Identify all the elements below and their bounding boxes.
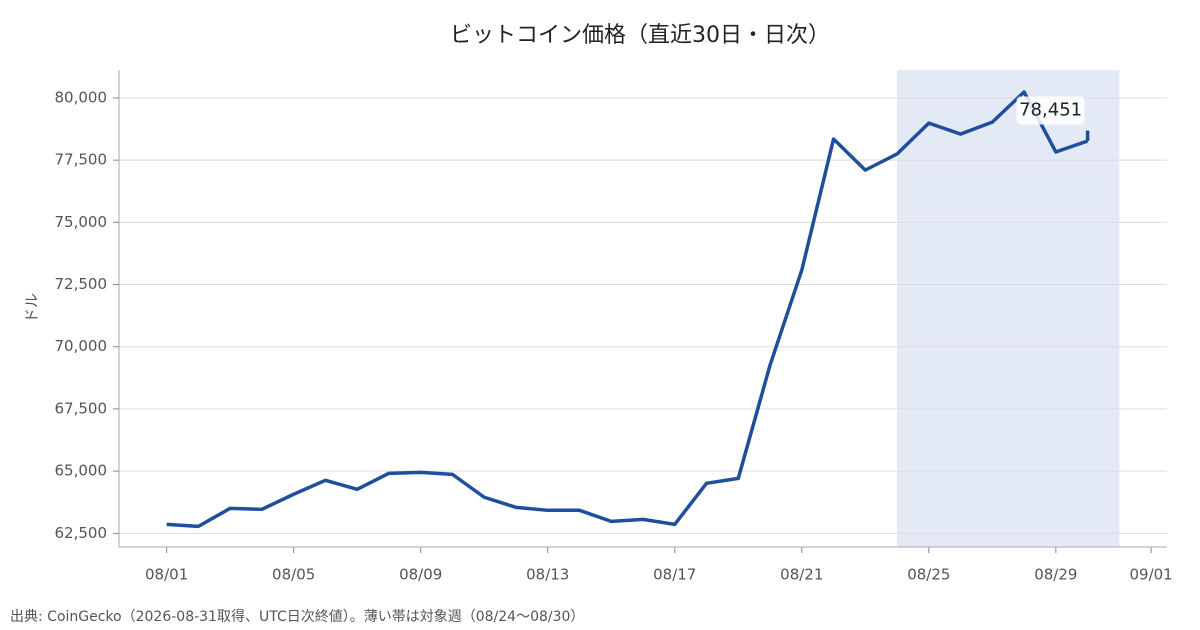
y-tick-label: 62,500 [55, 524, 108, 542]
y-tick-label: 77,500 [55, 151, 108, 169]
y-tick-label: 70,000 [55, 337, 108, 355]
x-tick-label: 08/05 [272, 566, 315, 584]
x-tick-label: 08/29 [1034, 566, 1077, 584]
y-tick-label: 75,000 [55, 213, 108, 231]
x-tick-label: 08/17 [653, 566, 696, 584]
highlight-band [897, 70, 1120, 547]
y-tick-label: 67,500 [55, 399, 108, 417]
x-tick-label: 08/13 [526, 566, 569, 584]
x-tick-label: 08/09 [399, 566, 442, 584]
source-note: 出典: CoinGecko（2026-08-31取得、UTC日次終値）。薄い帯は… [10, 608, 584, 625]
x-tick-label: 08/01 [145, 566, 188, 584]
x-tick-label: 09/01 [1130, 566, 1173, 584]
y-axis-label: ドル [23, 293, 41, 323]
y-tick-label: 72,500 [55, 275, 108, 293]
x-tick-label: 08/25 [907, 566, 950, 584]
annotation-label: 78,451 [1019, 100, 1082, 121]
y-tick-label: 80,000 [55, 88, 108, 106]
price-line [166, 90, 1089, 529]
chart-title: ビットコイン価格（直近30日・日次） [450, 23, 830, 48]
y-tick-label: 65,000 [55, 462, 108, 480]
annotation-box [1016, 96, 1085, 125]
x-tick-label: 08/21 [780, 566, 823, 584]
